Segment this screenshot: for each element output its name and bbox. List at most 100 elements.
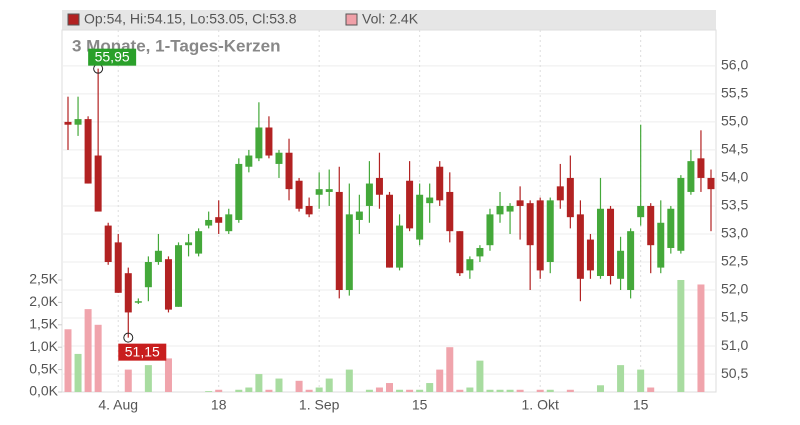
volume-bar xyxy=(255,374,263,392)
x-tick-label: 15 xyxy=(412,397,428,413)
candle-body xyxy=(466,259,474,271)
y2-tick-label: 0,5K xyxy=(29,360,58,376)
y-tick-label: 55,5 xyxy=(721,85,748,101)
candle-body xyxy=(164,259,172,310)
volume-bar xyxy=(245,387,253,392)
volume-bar xyxy=(64,329,72,392)
legend-swatch xyxy=(345,13,358,26)
volume-bar xyxy=(205,391,213,392)
candle-body xyxy=(396,225,404,268)
legend-label: Op:54, Hi:54.15, Lo:53.05, Cl:53.8 xyxy=(84,11,297,27)
candle-body xyxy=(697,158,705,178)
volume-bar xyxy=(325,378,333,392)
candle-body xyxy=(546,200,554,262)
candle-body xyxy=(536,200,544,271)
candle-body xyxy=(486,214,494,246)
candle-body xyxy=(365,183,373,206)
y2-tick-label: 0,0K xyxy=(29,383,58,399)
volume-bar xyxy=(345,369,353,392)
candle-body xyxy=(576,214,584,279)
candle-body xyxy=(114,242,122,293)
volume-bar xyxy=(396,389,404,392)
y-tick-label: 54,5 xyxy=(721,141,748,157)
volume-bar xyxy=(416,389,424,392)
candle-body xyxy=(516,200,524,206)
candle-body xyxy=(476,247,484,257)
candle-body xyxy=(375,177,383,195)
volume-bar xyxy=(446,347,454,392)
candle-body xyxy=(586,239,594,271)
volume-bar xyxy=(426,383,434,392)
candle-body xyxy=(154,250,162,262)
candle-body xyxy=(436,166,444,201)
y-tick-label: 54,0 xyxy=(721,169,748,185)
volume-bar xyxy=(697,284,705,392)
candle-body xyxy=(134,301,142,303)
volume-bar xyxy=(265,389,273,392)
candle-body xyxy=(496,205,504,215)
volume-bar xyxy=(516,389,524,392)
candle-body xyxy=(195,231,203,254)
candle-body xyxy=(707,177,715,190)
candle-body xyxy=(305,205,313,215)
candle-body xyxy=(526,203,534,246)
candle-body xyxy=(446,191,454,232)
x-tick-label: 4. Aug xyxy=(98,397,138,413)
y2-tick-label: 1,5K xyxy=(29,316,58,332)
volume-bar xyxy=(566,389,574,392)
candle-body xyxy=(335,191,343,291)
candle-body xyxy=(84,119,92,184)
y-tick-label: 53,0 xyxy=(721,225,748,241)
volume-bar xyxy=(596,385,604,392)
y2-tick-label: 1,0K xyxy=(29,338,58,354)
candle-body xyxy=(175,245,183,307)
candle-body xyxy=(406,180,414,229)
y2-tick-label: 2,0K xyxy=(29,293,58,309)
candle-body xyxy=(245,155,253,167)
volume-bar xyxy=(406,389,414,392)
volume-bar xyxy=(466,387,474,392)
candle-body xyxy=(315,189,323,195)
label-layer: 50,5 51,0 51,5 52,0 52,5 53,0 53,5 54,0 54,5 55,0… xyxy=(29,48,748,412)
volume-bar xyxy=(486,389,494,392)
annotation-label: 51,15 xyxy=(125,343,160,359)
volume-layer xyxy=(64,279,705,392)
volume-bar xyxy=(84,309,92,392)
candle-body xyxy=(285,152,293,190)
candle-body xyxy=(345,214,353,291)
candle-body xyxy=(386,194,393,268)
volume-bar xyxy=(295,380,303,392)
candle-body xyxy=(677,177,685,251)
candle-body xyxy=(205,219,213,226)
volume-bar xyxy=(617,365,625,392)
candle-body xyxy=(566,177,574,218)
candle-body xyxy=(144,261,152,288)
candle-body xyxy=(295,180,303,209)
annotation-box xyxy=(118,343,167,361)
y-tick-label: 52,5 xyxy=(721,253,748,269)
volume-bar xyxy=(496,389,504,392)
x-tick-label: 1. Sep xyxy=(299,397,340,413)
y-tick-label: 56,0 xyxy=(721,57,748,73)
x-tick-label: 18 xyxy=(211,397,227,413)
candle-body xyxy=(596,208,604,277)
candle-body xyxy=(687,161,695,192)
candle-body xyxy=(456,231,464,274)
volume-bar xyxy=(436,369,444,392)
candle-body xyxy=(255,127,263,159)
candle-body xyxy=(607,208,615,277)
x-tick-label: 1. Okt xyxy=(522,397,559,413)
candle-body xyxy=(185,242,193,246)
candle-body xyxy=(104,225,112,262)
annotation-box xyxy=(88,48,137,66)
volume-bar xyxy=(456,389,464,392)
volume-bar xyxy=(164,358,172,392)
volume-bar xyxy=(476,360,484,392)
candle-body xyxy=(94,155,102,212)
volume-bar xyxy=(677,279,685,392)
volume-bar xyxy=(536,389,544,392)
volume-bar xyxy=(546,389,554,392)
candle-layer xyxy=(64,68,715,338)
